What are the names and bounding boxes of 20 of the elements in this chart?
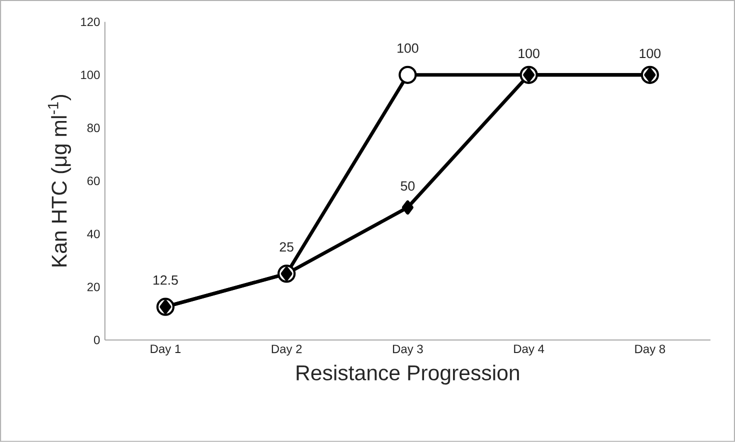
x-axis-title: Resistance Progression <box>296 364 519 385</box>
data-label: 100 <box>518 48 540 58</box>
data-label: 25 <box>280 242 294 252</box>
x-tick-label: Day 3 <box>392 344 423 356</box>
x-tick-label: Day 1 <box>150 344 181 356</box>
y-tick-label: 40 <box>87 230 100 238</box>
data-label: 100 <box>640 48 661 58</box>
y-tick-label: 20 <box>87 282 100 292</box>
y-tick-label: 0 <box>94 336 100 344</box>
y-tick-label: 120 <box>81 18 100 26</box>
x-tick-label: Day 4 <box>514 344 544 356</box>
data-label: 12.5 <box>154 275 178 285</box>
x-tick-label: Day 2 <box>272 344 302 356</box>
data-label: 100 <box>398 43 418 53</box>
data-label: 50 <box>400 181 415 191</box>
y-tick-label: 100 <box>81 70 100 80</box>
x-tick-label: Day 8 <box>635 344 666 356</box>
y-tick-label: 80 <box>87 124 100 132</box>
y-tick-label: 60 <box>87 176 100 186</box>
y-axis-title: Kan HTC (μg ml$^{-1}$) <box>48 95 72 266</box>
